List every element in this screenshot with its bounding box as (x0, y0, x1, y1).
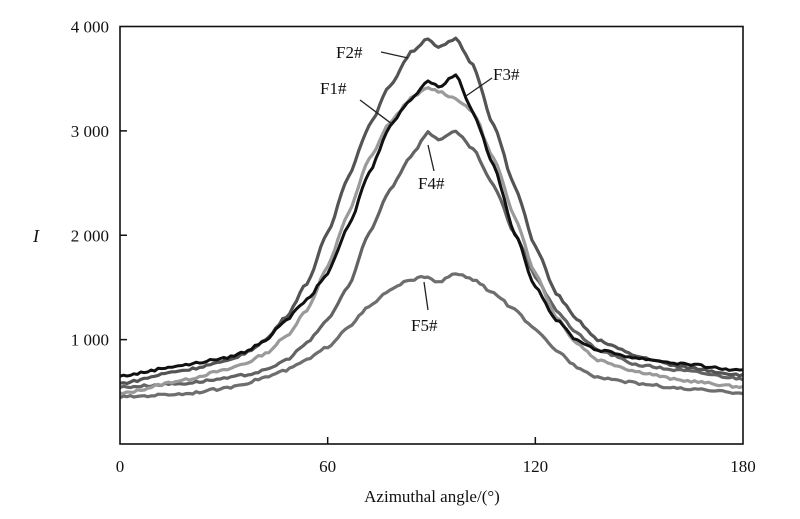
leader-line-f2 (380, 51, 409, 59)
series-label-f1: F1# (320, 79, 347, 98)
leader-line-f1 (359, 99, 393, 125)
series-label-f3: F3# (493, 65, 520, 84)
y-axis-label: I (32, 226, 40, 246)
label-f1: F1# (320, 79, 393, 125)
y-tick-label: 4 000 (71, 18, 109, 37)
y-tick-label: 1 000 (71, 331, 109, 350)
x-axis-label: Azimuthal angle/(°) (364, 487, 500, 506)
series-label-f5: F5# (411, 316, 438, 335)
leader-line-f3 (465, 77, 493, 97)
leader-line-f5 (423, 281, 429, 311)
label-f3: F3# (465, 65, 520, 97)
label-f4: F4# (418, 144, 445, 193)
x-tick-label: 0 (116, 457, 125, 476)
series-line-f1 (119, 86, 744, 395)
x-tick-label: 120 (523, 457, 549, 476)
series-line-f4 (119, 129, 744, 390)
axis-ticks: 0 60 120 180 1 000 2 000 3 000 4 000 (71, 18, 756, 477)
label-f2: F2# (336, 43, 409, 62)
x-tick-label: 180 (730, 457, 756, 476)
series-line-f5 (119, 272, 744, 400)
y-tick-label: 2 000 (71, 226, 109, 245)
x-tick-label: 60 (319, 457, 336, 476)
series-line-f3 (119, 73, 744, 378)
series-lines (119, 36, 744, 400)
y-tick-label: 3 000 (71, 122, 109, 141)
series-line-f2 (119, 36, 744, 386)
series-label-f4: F4# (418, 174, 445, 193)
label-f5: F5# (411, 281, 438, 335)
leader-line-f4 (427, 144, 435, 172)
series-label-f2: F2# (336, 43, 363, 62)
